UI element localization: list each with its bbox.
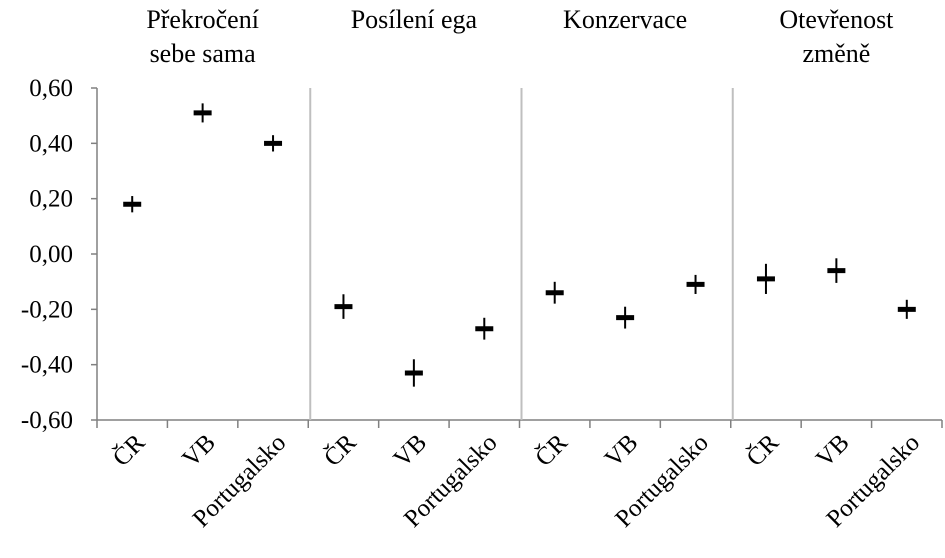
- y-tick-label: -0,40: [21, 352, 73, 379]
- y-axis: -0,60 -0,40 -0,20 0,00 0,20 0,40 0,60: [21, 75, 98, 434]
- data-point: [616, 306, 635, 329]
- group-title-line: Posílení ega: [351, 5, 478, 34]
- data-point: [193, 103, 212, 123]
- category-label: VB: [388, 429, 432, 473]
- data-point: [475, 317, 494, 340]
- category-label: VB: [177, 429, 221, 473]
- y-tick-label: 0,20: [29, 186, 73, 213]
- data-point: [827, 258, 846, 283]
- data-point: [756, 263, 775, 294]
- y-tick-label: 0,60: [29, 75, 73, 102]
- data-point: [334, 294, 353, 319]
- category-label: ČR: [107, 428, 151, 472]
- category-label: VB: [600, 429, 644, 473]
- category-label: ČR: [530, 428, 574, 472]
- data-point: [897, 299, 916, 319]
- group-title-line: sebe sama: [150, 39, 257, 68]
- data-point: [545, 281, 564, 304]
- group-title-line: Konzervace: [563, 5, 687, 34]
- group-title-line: Překročení: [146, 5, 259, 34]
- y-tick-label: -0,60: [21, 407, 73, 434]
- group-separators: [309, 88, 734, 420]
- group-title-line: Otevřenost: [779, 5, 894, 34]
- y-tick-label: 0,40: [29, 130, 73, 157]
- y-tick-label: 0,00: [29, 241, 73, 268]
- data-point: [264, 135, 283, 152]
- y-tick-label: -0,20: [21, 296, 73, 323]
- data-point: [123, 196, 142, 213]
- data-point: [686, 274, 705, 294]
- data-point: [404, 359, 423, 387]
- x-axis: [96, 419, 943, 428]
- group-titles: Překročení sebe sama Posílení ega Konzervac…: [146, 5, 894, 68]
- category-label: ČR: [741, 428, 785, 472]
- group-title-line: změně: [802, 39, 870, 68]
- data-points: [123, 103, 916, 387]
- category-label: ČR: [318, 428, 362, 472]
- category-label: VB: [811, 429, 855, 473]
